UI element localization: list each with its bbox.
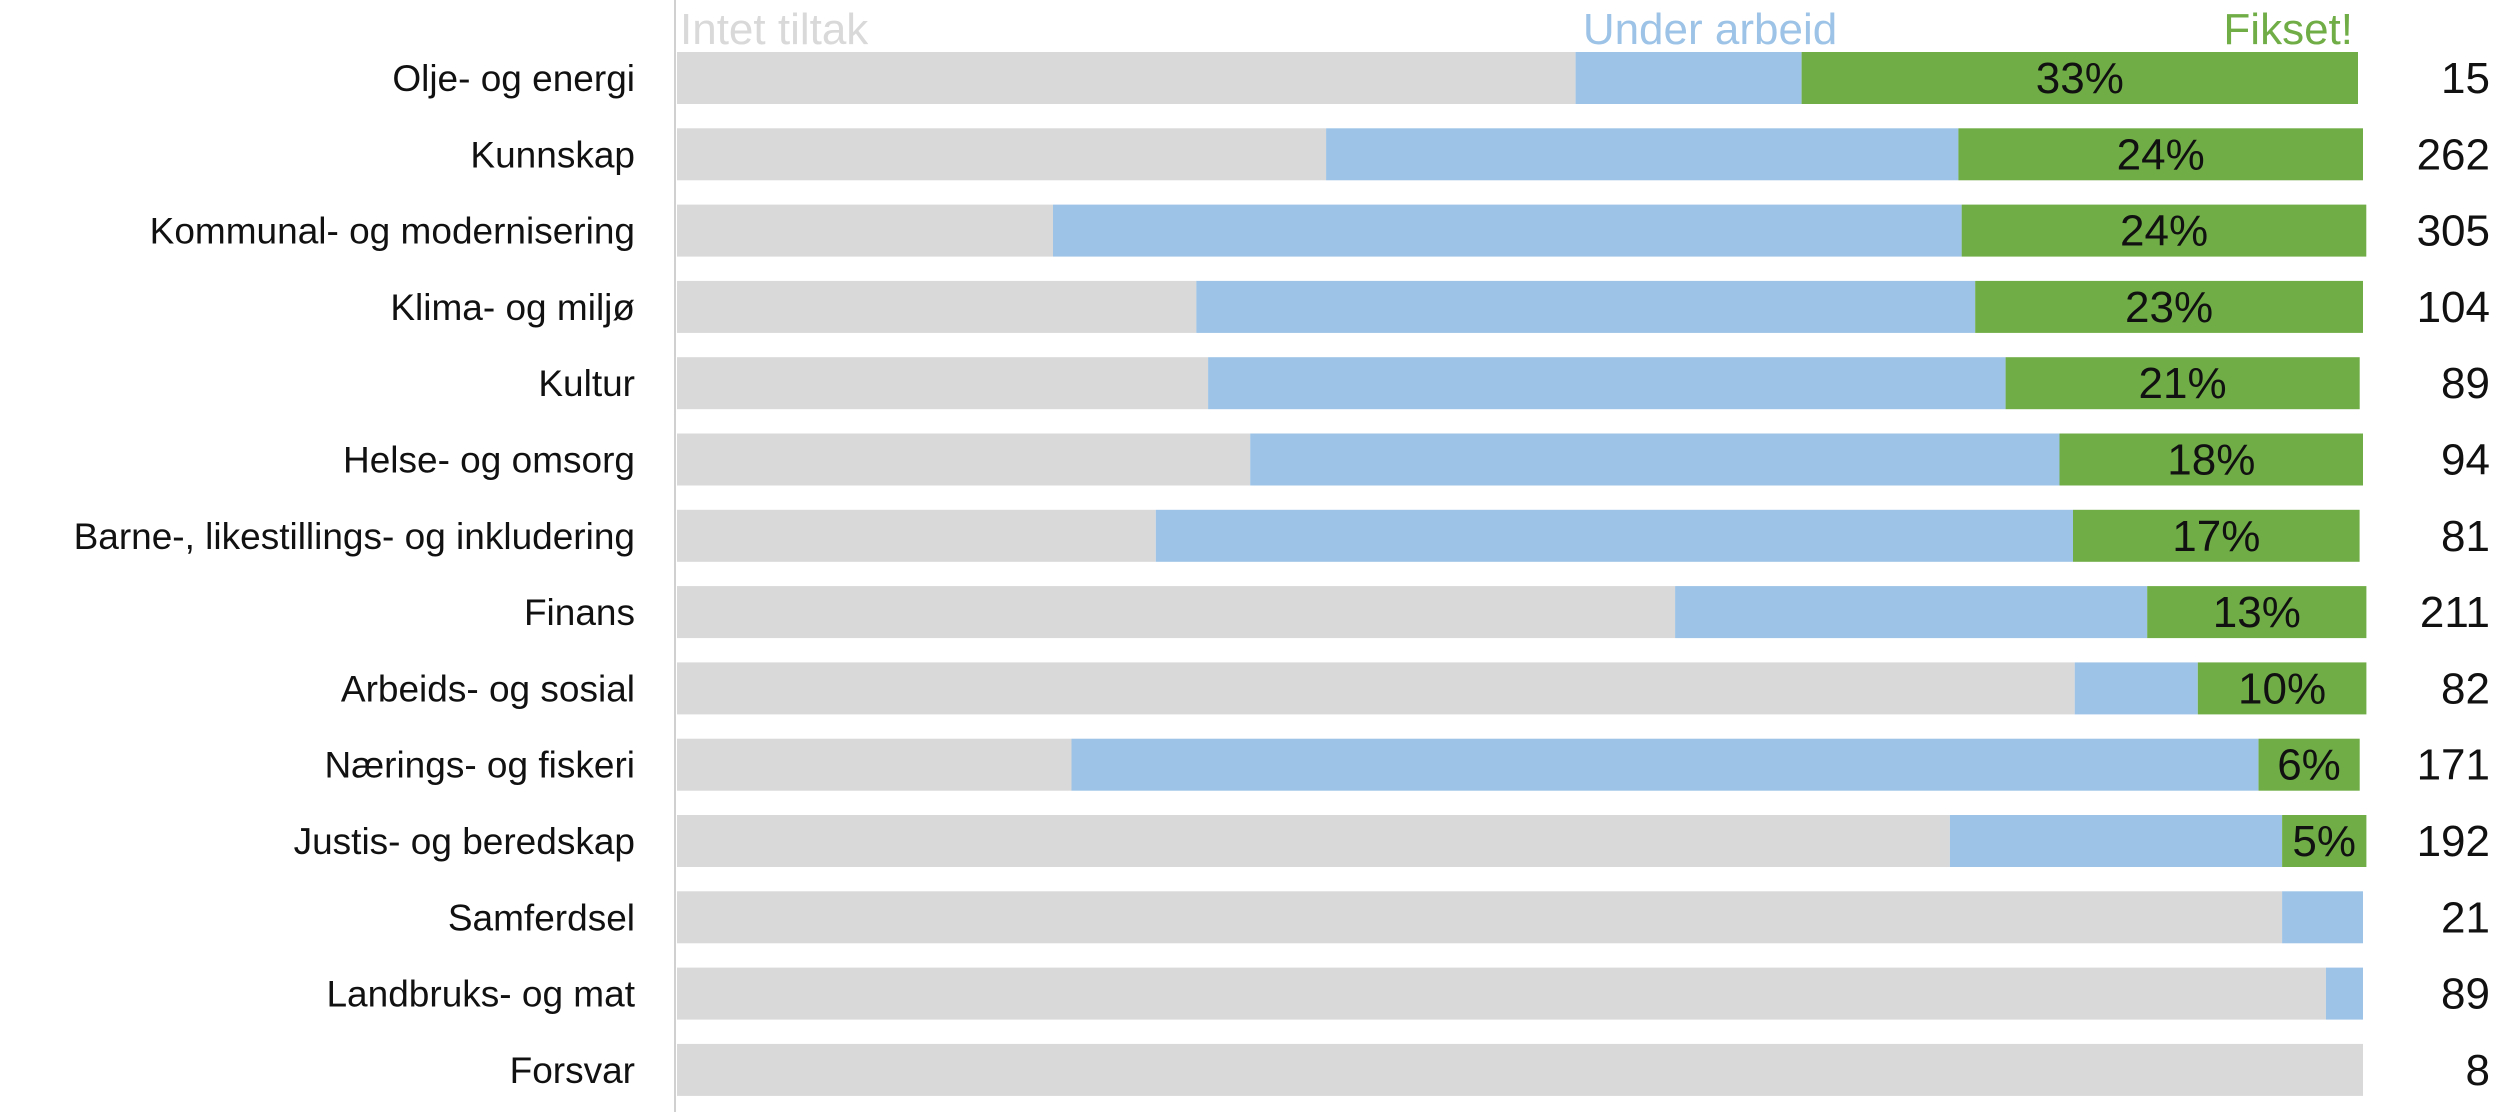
bar-segment-fikset <box>1961 204 2367 257</box>
fixed-percent-label: 33% <box>2036 54 2124 103</box>
bar-segment-fikset <box>1958 128 2363 181</box>
fixed-percent-label: 13% <box>2213 588 2301 637</box>
fixed-percent-label: 17% <box>2172 512 2260 561</box>
total-count-label: 82 <box>2441 664 2490 713</box>
bar-segment-fikset <box>1975 280 2363 333</box>
category-label: Kunnskap <box>470 134 635 175</box>
fixed-percent-label: 18% <box>2167 436 2255 485</box>
bar-segment-fikset <box>2147 586 2367 639</box>
fixed-percent-labels: 33% 24% 24% 23% 21% 18% 17% 13% 10% 6% 5% <box>2036 54 2356 866</box>
bars <box>677 52 2367 1096</box>
category-label: Arbeids- og sosial <box>341 668 635 709</box>
total-count-label: 89 <box>2441 359 2490 408</box>
bar-segment-intet-tiltak <box>677 815 1950 867</box>
bar-segment-under-arbeid <box>1155 509 2073 562</box>
fixed-percent-label: 24% <box>2120 207 2208 256</box>
total-count-label: 94 <box>2441 436 2490 485</box>
bar-segment-under-arbeid <box>1208 357 2006 410</box>
total-count-label: 104 <box>2417 283 2490 332</box>
bar-segment-under-arbeid <box>1326 128 1959 181</box>
category-label: Klima- og miljø <box>390 287 635 328</box>
category-label: Samferdsel <box>448 897 635 938</box>
total-count-label: 305 <box>2417 207 2490 256</box>
fixed-percent-label: 23% <box>2125 283 2213 332</box>
bar-segment-fikset <box>2258 738 2360 791</box>
bar-segment-fikset <box>2059 433 2363 486</box>
total-count-label: 211 <box>2420 588 2490 637</box>
bar-segment-under-arbeid <box>2282 891 2363 944</box>
fixed-percent-label: 5% <box>2292 817 2356 866</box>
bar-segment-under-arbeid <box>1250 433 2060 486</box>
bar-segment-intet-tiltak <box>677 662 2075 715</box>
bar-segment-under-arbeid <box>2325 967 2363 1020</box>
legend-fikset: Fikset! <box>2223 5 2353 54</box>
total-count-label: 262 <box>2417 130 2490 179</box>
total-count-label: 21 <box>2441 893 2490 942</box>
bar-segment-intet-tiltak <box>677 204 1053 257</box>
category-labels: Olje- og energi Kunnskap Kommunal- og mode… <box>74 58 636 1091</box>
bar-segment-fikset <box>2197 662 2367 715</box>
bar-segment-fikset <box>2282 815 2367 867</box>
bar-segment-intet-tiltak <box>677 586 1676 639</box>
category-label: Landbruks- og mat <box>326 974 635 1015</box>
bar-segment-intet-tiltak <box>677 280 1197 333</box>
total-count-label: 171 <box>2417 741 2490 790</box>
category-label: Justis- og beredskap <box>294 821 635 862</box>
bar-segment-under-arbeid <box>1053 204 1962 257</box>
bar-segment-under-arbeid <box>1575 52 1802 104</box>
bar-segment-under-arbeid <box>1196 280 1976 333</box>
bar-segment-intet-tiltak <box>677 738 1072 791</box>
bar-segment-intet-tiltak <box>677 128 1327 181</box>
bar-segment-intet-tiltak <box>677 1043 2363 1096</box>
total-count-label: 15 <box>2441 54 2490 103</box>
total-count-labels: 15 262 305 104 89 94 81 211 82 171 192 21 89 8 <box>2417 54 2490 1095</box>
bar-segment-intet-tiltak <box>677 967 2326 1020</box>
bar-segment-fikset <box>2073 509 2360 562</box>
fixed-percent-label: 6% <box>2277 741 2341 790</box>
bar-segment-intet-tiltak <box>677 509 1156 562</box>
total-count-label: 89 <box>2441 970 2490 1019</box>
total-count-label: 81 <box>2441 512 2490 561</box>
bar-segment-intet-tiltak <box>677 52 1576 104</box>
total-count-label: 192 <box>2417 817 2490 866</box>
bar-segment-intet-tiltak <box>677 891 2283 944</box>
category-label: Kultur <box>538 363 635 404</box>
category-label: Olje- og energi <box>392 58 635 99</box>
fixed-percent-label: 24% <box>2117 130 2205 179</box>
bar-segment-fikset <box>2005 357 2360 410</box>
category-label: Barne-, likestillings- og inkludering <box>74 516 635 557</box>
fixed-percent-label: 21% <box>2139 359 2227 408</box>
total-count-label: 8 <box>2466 1046 2490 1095</box>
fixed-percent-label: 10% <box>2238 664 2326 713</box>
legend: Intet tiltak Under arbeid Fikset! <box>680 5 2353 54</box>
category-label: Finans <box>524 592 635 633</box>
bar-segment-under-arbeid <box>1949 815 2282 867</box>
bar-segment-intet-tiltak <box>677 433 1251 486</box>
bar-segment-under-arbeid <box>1071 738 2259 791</box>
bar-segment-under-arbeid <box>2074 662 2198 715</box>
category-label: Nærings- og fiskeri <box>325 745 635 786</box>
bar-segment-under-arbeid <box>1675 586 2148 639</box>
category-label: Kommunal- og modernisering <box>150 211 635 252</box>
category-label: Helse- og omsorg <box>343 440 635 481</box>
category-label: Forsvar <box>510 1050 635 1091</box>
bar-segment-intet-tiltak <box>677 357 1209 410</box>
legend-intet-tiltak: Intet tiltak <box>680 5 869 54</box>
legend-under-arbeid: Under arbeid <box>1583 5 1837 54</box>
bar-segment-fikset <box>1801 52 2358 104</box>
